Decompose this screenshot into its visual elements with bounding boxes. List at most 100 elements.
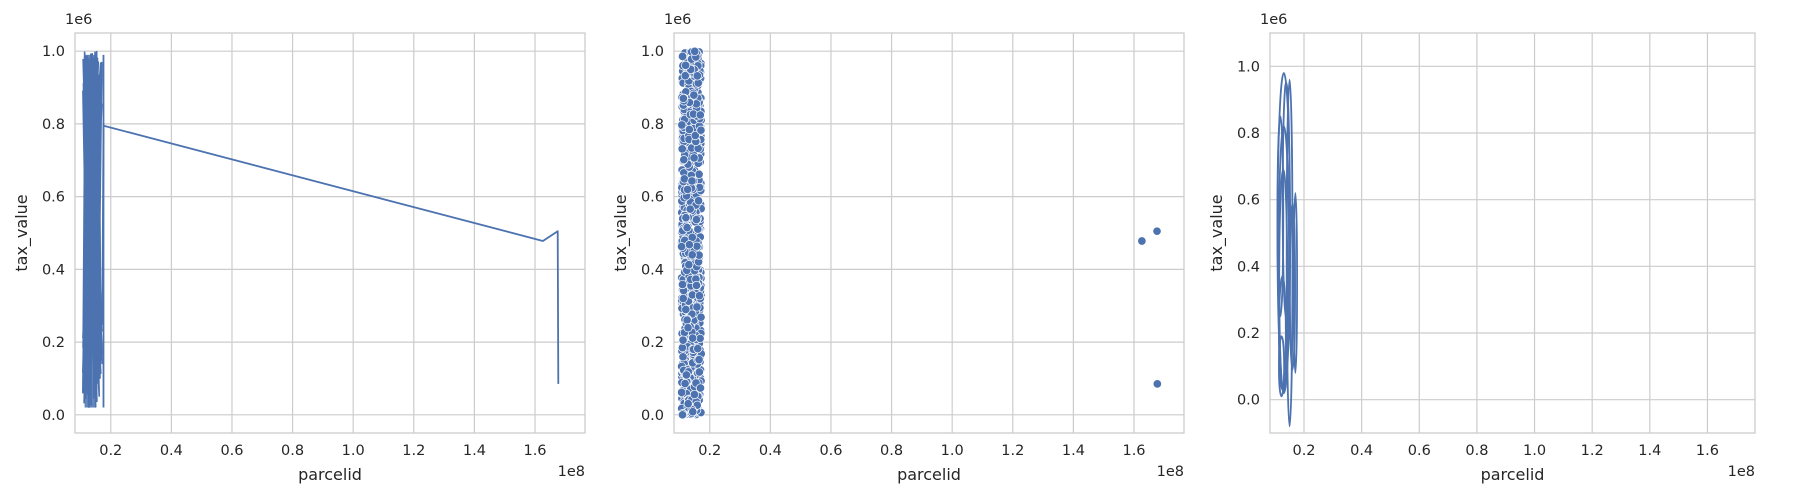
scatter-point	[680, 379, 690, 389]
scatter-point	[677, 410, 688, 420]
x-tick-label: 1.6	[523, 443, 546, 459]
x-tick-label: 0.2	[698, 443, 721, 459]
kde-contour	[1285, 78, 1294, 428]
y-axis-label: tax_value	[12, 194, 32, 271]
plot-area	[82, 50, 560, 408]
y-tick-label: 0.2	[42, 335, 65, 351]
scatter-point	[682, 315, 692, 325]
scatter-point	[677, 279, 688, 290]
x-axis-label: parcelid	[1481, 465, 1545, 484]
x-offset-label: 1e8	[1728, 464, 1755, 480]
y-tick-label: 0.0	[42, 408, 65, 424]
scatter-point	[688, 407, 698, 417]
x-tick-label: 1.6	[1122, 443, 1145, 459]
scatter-point	[690, 46, 700, 56]
scatter-point	[696, 125, 706, 135]
kde-contour	[1278, 335, 1286, 398]
x-tick-label: 1.6	[1696, 443, 1719, 459]
scatter-point	[685, 204, 695, 214]
y-tick-label: 0.0	[1237, 393, 1260, 409]
kde-contour	[1292, 192, 1298, 374]
scatter-point	[681, 304, 691, 315]
scatter-point	[677, 144, 687, 154]
y-axis-label: tax_value	[611, 194, 631, 271]
y-tick-label: 1.0	[42, 44, 65, 60]
scatter-point	[687, 176, 697, 186]
y-tick-label: 0.6	[641, 190, 664, 206]
scatter-point	[677, 51, 688, 61]
y-offset-label: 1e6	[1260, 12, 1287, 28]
x-offset-label: 1e8	[558, 464, 585, 480]
scatter-point	[693, 196, 704, 206]
dense-line-fill	[84, 54, 96, 408]
chart-panel-1: 0.2 0.4 0.6 0.8 1.0 1.2 1.4 1.6 0.0 0.2 0.4 0.6 0.8 1…	[12, 12, 586, 484]
scatter-point	[677, 387, 687, 397]
scatter-point	[1152, 379, 1162, 389]
scatter-point	[695, 383, 706, 393]
y-tick-label: 1.0	[1237, 59, 1260, 75]
scatter-point	[679, 155, 689, 165]
y-tick-label: 0.4	[42, 262, 65, 278]
x-tick-label: 0.4	[1350, 443, 1373, 459]
plot-frame	[1269, 32, 1756, 434]
scatter-point	[682, 223, 692, 233]
x-tick-label: 0.6	[819, 443, 842, 459]
scatter-point	[683, 399, 693, 409]
scatter-point	[694, 169, 704, 179]
scatter-point	[689, 153, 699, 163]
x-tick-label: 1.0	[941, 443, 964, 459]
scatter-point	[678, 335, 688, 345]
plot-area	[1276, 72, 1298, 428]
plot-frame	[673, 32, 1185, 434]
x-tick-label: 0.2	[99, 443, 122, 459]
scatter-point	[693, 224, 703, 234]
x-tick-label: 1.4	[463, 443, 486, 459]
scatter-point	[695, 110, 705, 120]
x-tick-label: 0.4	[759, 443, 782, 459]
x-tick-label: 0.8	[281, 443, 304, 459]
y-tick-label: 0.6	[42, 190, 65, 206]
scatter-point	[678, 352, 688, 362]
scatter-point	[696, 312, 706, 322]
scatter-point	[689, 90, 699, 100]
scatter-point	[681, 213, 691, 223]
scatter-point	[694, 291, 705, 301]
scatter-point	[690, 130, 700, 141]
x-tick-label: 1.4	[1638, 443, 1661, 459]
scatter-point	[694, 367, 704, 377]
x-tick-label: 0.8	[880, 443, 903, 459]
y-offset-label: 1e6	[65, 12, 92, 28]
x-tick-label: 1.2	[402, 443, 425, 459]
plot-area	[677, 46, 1162, 420]
scatter-point	[681, 60, 691, 70]
y-axis-label: tax_value	[1207, 194, 1227, 271]
scatter-point	[684, 240, 694, 250]
scatter-point	[687, 250, 697, 260]
scatter-point	[683, 184, 693, 195]
x-tick-label: 0.4	[160, 443, 183, 459]
scatter-point	[694, 355, 704, 365]
scatter-point	[1152, 226, 1162, 236]
scatter-point	[684, 124, 694, 135]
scatter-point	[681, 370, 691, 380]
kde-contour	[1288, 202, 1296, 371]
x-tick-label: 1.2	[1581, 443, 1604, 459]
scatter-point	[677, 242, 687, 252]
plot-frame	[74, 32, 586, 434]
x-tick-label: 0.8	[1465, 443, 1488, 459]
x-tick-label: 0.6	[1408, 443, 1431, 459]
y-tick-label: 0.8	[42, 117, 65, 133]
y-tick-label: 0.4	[641, 262, 664, 278]
kde-contour	[1281, 82, 1291, 318]
x-tick-label: 0.2	[1292, 443, 1315, 459]
x-tick-label: 0.6	[220, 443, 243, 459]
scatter-point	[692, 302, 702, 312]
x-tick-label: 1.0	[342, 443, 365, 459]
scatter-point	[680, 71, 690, 81]
scatter-point	[1137, 236, 1147, 246]
chart-panel-3: 0.2 0.4 0.6 0.8 1.0 1.2 1.4 1.6 0.0 0.2 0.4 0.6 0.8 1…	[1207, 12, 1756, 484]
scatter-point	[692, 241, 702, 251]
scatter-point	[683, 323, 693, 333]
scatter-point	[677, 343, 687, 353]
